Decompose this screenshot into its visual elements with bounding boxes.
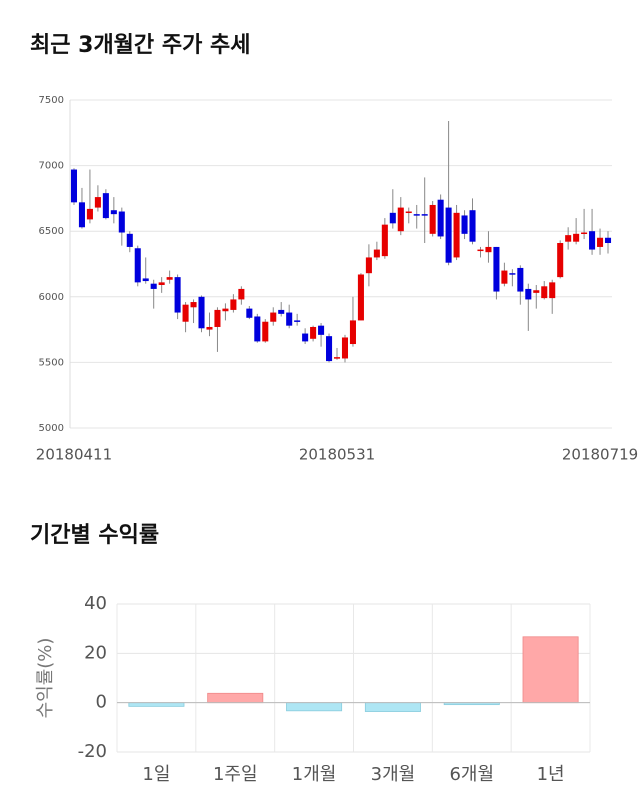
candle-body (110, 210, 117, 215)
x-tick-label: 20180411 (36, 446, 112, 464)
candle-body (349, 320, 356, 345)
candle-body (230, 299, 237, 310)
candle-body (557, 243, 564, 278)
candle-body (206, 326, 213, 330)
candle-body (453, 212, 460, 258)
y-tick-label: 5000 (39, 423, 64, 434)
candle-body (318, 325, 325, 335)
bar (522, 636, 579, 704)
x-tick-label: 1주일 (213, 764, 258, 785)
candle-body (525, 288, 532, 300)
candle-body (469, 210, 476, 242)
y-tick-label: -20 (78, 741, 107, 762)
candle-body (445, 207, 452, 263)
candle-body (493, 246, 500, 292)
y-tick-label: 5500 (39, 357, 64, 368)
y-tick-label: 6500 (39, 226, 64, 237)
bar (286, 702, 343, 712)
candle-body (166, 277, 173, 280)
candle-body (78, 202, 85, 228)
candle-body (589, 231, 596, 250)
candle-body (581, 232, 588, 235)
candle-body (94, 197, 101, 208)
candle-body (174, 277, 181, 313)
candle-body (429, 204, 436, 234)
candle-body (326, 336, 333, 362)
candle-body (150, 283, 157, 289)
candle-body (485, 246, 492, 253)
candle-body (357, 274, 364, 321)
candle-body (389, 212, 396, 224)
candle-body (310, 326, 317, 339)
candle-body (565, 235, 572, 242)
candle-body (509, 273, 516, 275)
candle-body (573, 233, 580, 242)
x-tick-label: 6개월 (449, 764, 494, 785)
candle-body (302, 333, 309, 342)
candle-body (254, 316, 261, 342)
y-tick-label: 40 (84, 593, 107, 614)
candle-body (118, 211, 125, 233)
candle-body (286, 312, 293, 326)
candle-body (333, 357, 341, 359)
x-tick-label: 3개월 (371, 764, 416, 785)
x-tick-label: 20180719 (562, 446, 638, 464)
candle-body (86, 208, 93, 220)
candle-body (397, 207, 404, 232)
x-tick-label: 20180531 (299, 446, 375, 464)
candle-body (461, 215, 468, 234)
x-tick-label: 1일 (142, 764, 170, 785)
candle-body (102, 193, 109, 219)
bar (364, 702, 421, 712)
candle-body (477, 249, 484, 252)
candle-body (190, 302, 197, 308)
candle-body (70, 169, 78, 203)
candle-body (278, 309, 285, 314)
candle-body (198, 296, 205, 329)
y-tick-label: 7500 (39, 95, 64, 106)
y-tick-label: 0 (96, 692, 107, 713)
y-tick-label: 6000 (39, 292, 64, 303)
candle-body (270, 312, 277, 322)
candle-body (381, 224, 388, 257)
candle-body (182, 304, 189, 322)
candle-body (341, 337, 349, 359)
candle-body (142, 278, 149, 282)
bar (207, 692, 264, 704)
candle-body (294, 320, 301, 322)
candle-body (262, 321, 269, 342)
candle-body (405, 211, 412, 214)
candle-body (222, 308, 229, 312)
candle-body (158, 282, 165, 285)
candle-body (604, 237, 612, 244)
candle-body (126, 233, 133, 247)
candle-body (421, 214, 428, 216)
y-tick-label: 20 (84, 642, 107, 663)
candle-body (413, 214, 420, 216)
candle-body (214, 309, 221, 327)
x-tick-label: 1년 (537, 764, 565, 785)
y-axis-label: 수익률(%) (35, 638, 56, 719)
bar (128, 702, 185, 707)
candle-body (597, 237, 604, 247)
candle-body (541, 286, 548, 299)
candle-body (517, 267, 524, 292)
candle-body (373, 249, 380, 258)
candle-body (134, 248, 141, 283)
chart-title: 최근 3개월간 주가 추세 (30, 33, 250, 58)
candle-body (246, 308, 253, 318)
candle-body (549, 282, 556, 299)
y-tick-label: 7000 (39, 161, 64, 172)
candle-body (437, 199, 444, 237)
candle-body (238, 288, 245, 300)
candle-body (533, 290, 540, 293)
candle-body (365, 257, 372, 274)
chart-title: 기간별 수익률 (30, 523, 159, 548)
candle-body (501, 270, 508, 284)
x-tick-label: 1개월 (292, 764, 337, 785)
